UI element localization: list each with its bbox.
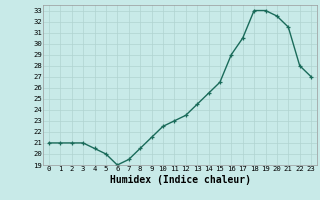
X-axis label: Humidex (Indice chaleur): Humidex (Indice chaleur): [109, 175, 251, 185]
